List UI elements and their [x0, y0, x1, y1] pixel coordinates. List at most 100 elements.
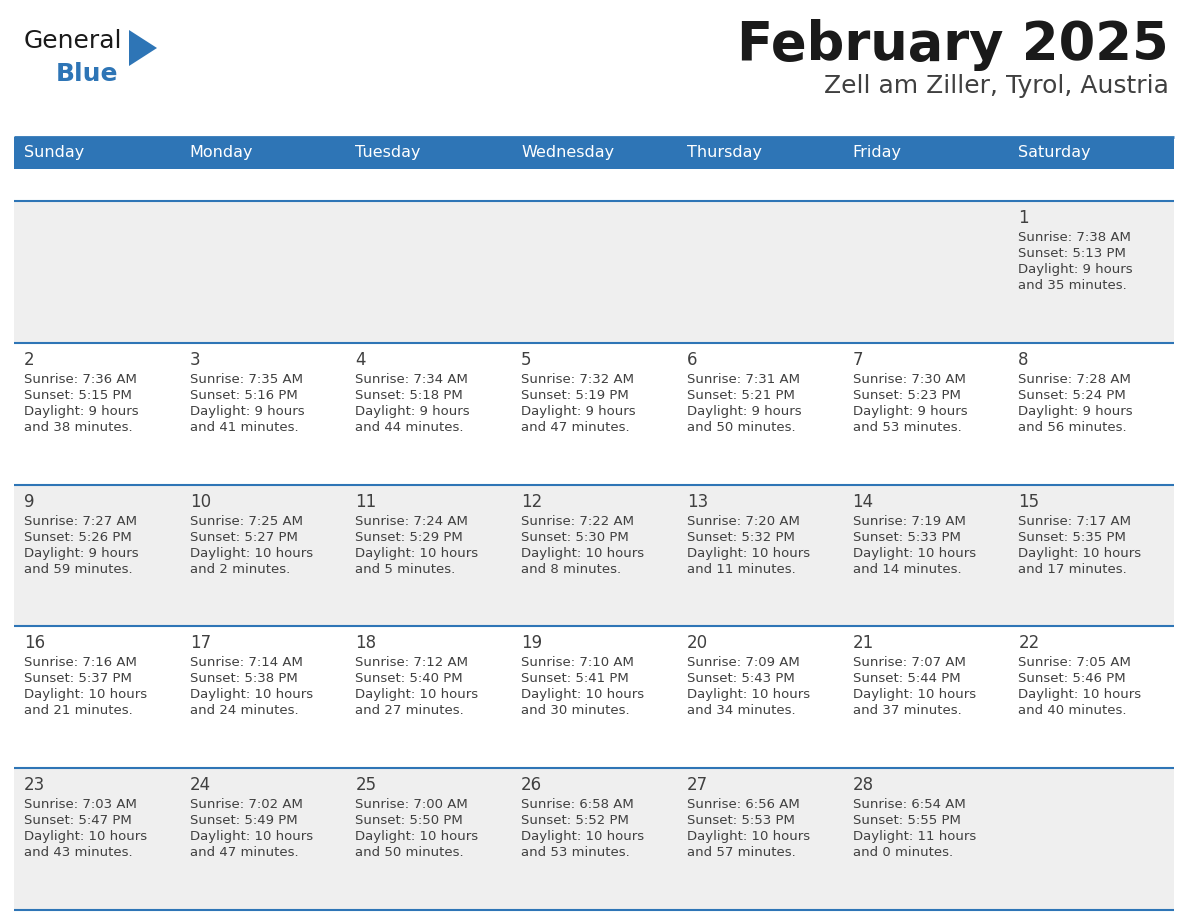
Bar [1009, 768, 1174, 910]
Text: Sunset: 5:41 PM: Sunset: 5:41 PM [522, 672, 628, 686]
Text: Sunrise: 7:16 AM: Sunrise: 7:16 AM [24, 656, 137, 669]
Text: and 59 minutes.: and 59 minutes. [24, 563, 133, 576]
Text: Sunset: 5:55 PM: Sunset: 5:55 PM [853, 814, 960, 827]
Text: Sunset: 5:23 PM: Sunset: 5:23 PM [853, 389, 960, 402]
Text: Sunrise: 7:20 AM: Sunrise: 7:20 AM [687, 515, 800, 528]
Text: Sunset: 5:33 PM: Sunset: 5:33 PM [853, 531, 960, 543]
Text: 7: 7 [853, 351, 862, 369]
Text: Wednesday: Wednesday [522, 145, 614, 161]
Text: and 37 minutes.: and 37 minutes. [853, 704, 961, 717]
Text: and 50 minutes.: and 50 minutes. [355, 846, 465, 859]
Bar [179, 201, 346, 342]
Text: Sunset: 5:19 PM: Sunset: 5:19 PM [522, 389, 628, 402]
Bar [14, 201, 179, 342]
Text: Tuesday: Tuesday [355, 145, 421, 161]
Text: 9: 9 [24, 493, 34, 510]
Text: and 57 minutes.: and 57 minutes. [687, 846, 796, 859]
Text: and 38 minutes.: and 38 minutes. [24, 420, 133, 434]
Text: Sunset: 5:32 PM: Sunset: 5:32 PM [687, 531, 795, 543]
Text: Sunrise: 7:31 AM: Sunrise: 7:31 AM [687, 373, 800, 386]
Text: Daylight: 10 hours: Daylight: 10 hours [853, 546, 975, 560]
Text: 8: 8 [1018, 351, 1029, 369]
Text: Sunset: 5:47 PM: Sunset: 5:47 PM [24, 814, 132, 827]
Text: Daylight: 10 hours: Daylight: 10 hours [522, 688, 644, 701]
Bar [14, 137, 179, 169]
Bar [346, 626, 511, 768]
Text: and 47 minutes.: and 47 minutes. [190, 846, 298, 859]
Text: 11: 11 [355, 493, 377, 510]
Text: 1: 1 [1018, 209, 1029, 227]
Text: Daylight: 10 hours: Daylight: 10 hours [522, 546, 644, 560]
Text: and 0 minutes.: and 0 minutes. [853, 846, 953, 859]
Text: Thursday: Thursday [687, 145, 762, 161]
Text: Daylight: 10 hours: Daylight: 10 hours [190, 688, 312, 701]
Text: and 11 minutes.: and 11 minutes. [687, 563, 796, 576]
Text: Sunset: 5:53 PM: Sunset: 5:53 PM [687, 814, 795, 827]
Text: and 53 minutes.: and 53 minutes. [522, 846, 630, 859]
Text: Sunrise: 6:54 AM: Sunrise: 6:54 AM [853, 798, 966, 812]
Text: Sunrise: 7:00 AM: Sunrise: 7:00 AM [355, 798, 468, 812]
Text: Daylight: 10 hours: Daylight: 10 hours [687, 830, 810, 844]
Text: Sunset: 5:40 PM: Sunset: 5:40 PM [355, 672, 463, 686]
Bar [346, 137, 511, 169]
Text: 19: 19 [522, 634, 542, 653]
Text: Sunrise: 7:28 AM: Sunrise: 7:28 AM [1018, 373, 1131, 386]
Text: 27: 27 [687, 777, 708, 794]
Bar [677, 485, 842, 626]
Text: Sunset: 5:18 PM: Sunset: 5:18 PM [355, 389, 463, 402]
Bar [677, 768, 842, 910]
Text: and 14 minutes.: and 14 minutes. [853, 563, 961, 576]
Text: Sunrise: 6:56 AM: Sunrise: 6:56 AM [687, 798, 800, 812]
Text: Sunset: 5:52 PM: Sunset: 5:52 PM [522, 814, 628, 827]
Text: Daylight: 10 hours: Daylight: 10 hours [355, 546, 479, 560]
Text: and 2 minutes.: and 2 minutes. [190, 563, 290, 576]
Bar [842, 201, 1009, 342]
Bar [14, 342, 179, 485]
Text: and 8 minutes.: and 8 minutes. [522, 563, 621, 576]
Text: and 35 minutes.: and 35 minutes. [1018, 279, 1127, 292]
Text: General: General [24, 29, 122, 53]
Bar [1009, 201, 1174, 342]
Bar [179, 626, 346, 768]
Text: Sunset: 5:24 PM: Sunset: 5:24 PM [1018, 389, 1126, 402]
Text: 18: 18 [355, 634, 377, 653]
Text: 5: 5 [522, 351, 532, 369]
Text: Blue: Blue [56, 62, 119, 86]
Text: Daylight: 9 hours: Daylight: 9 hours [1018, 263, 1133, 276]
Text: Daylight: 10 hours: Daylight: 10 hours [355, 688, 479, 701]
Text: Sunset: 5:27 PM: Sunset: 5:27 PM [190, 531, 297, 543]
Polygon shape [129, 30, 157, 66]
Text: Daylight: 11 hours: Daylight: 11 hours [853, 830, 975, 844]
Text: 17: 17 [190, 634, 210, 653]
Text: Sunset: 5:26 PM: Sunset: 5:26 PM [24, 531, 132, 543]
Bar [842, 626, 1009, 768]
Bar [511, 768, 677, 910]
Text: Sunrise: 7:34 AM: Sunrise: 7:34 AM [355, 373, 468, 386]
Bar [511, 201, 677, 342]
Bar [179, 485, 346, 626]
Text: and 17 minutes.: and 17 minutes. [1018, 563, 1127, 576]
Bar [842, 137, 1009, 169]
Text: Daylight: 10 hours: Daylight: 10 hours [190, 830, 312, 844]
Text: Daylight: 9 hours: Daylight: 9 hours [687, 405, 802, 418]
Bar [511, 485, 677, 626]
Bar [179, 342, 346, 485]
Text: Sunset: 5:43 PM: Sunset: 5:43 PM [687, 672, 795, 686]
Bar [14, 768, 179, 910]
Text: Sunrise: 7:36 AM: Sunrise: 7:36 AM [24, 373, 137, 386]
Text: 21: 21 [853, 634, 874, 653]
Text: and 5 minutes.: and 5 minutes. [355, 563, 456, 576]
Text: and 41 minutes.: and 41 minutes. [190, 420, 298, 434]
Text: Sunrise: 7:24 AM: Sunrise: 7:24 AM [355, 515, 468, 528]
Text: Daylight: 10 hours: Daylight: 10 hours [1018, 546, 1142, 560]
Text: 20: 20 [687, 634, 708, 653]
Text: Sunrise: 7:19 AM: Sunrise: 7:19 AM [853, 515, 966, 528]
Text: Sunrise: 7:27 AM: Sunrise: 7:27 AM [24, 515, 137, 528]
Bar [677, 137, 842, 169]
Text: Sunset: 5:38 PM: Sunset: 5:38 PM [190, 672, 297, 686]
Text: 12: 12 [522, 493, 543, 510]
Text: Sunset: 5:30 PM: Sunset: 5:30 PM [522, 531, 628, 543]
Text: 28: 28 [853, 777, 873, 794]
Text: 15: 15 [1018, 493, 1040, 510]
Text: and 21 minutes.: and 21 minutes. [24, 704, 133, 717]
